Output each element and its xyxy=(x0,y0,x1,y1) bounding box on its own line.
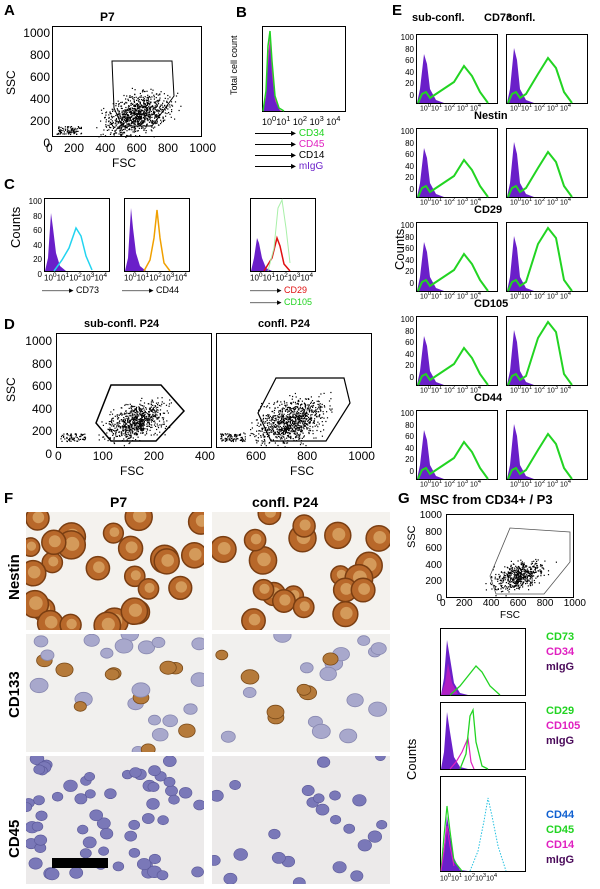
c1-xticks: 100101102103104 xyxy=(44,272,108,283)
panel-e-yticks: 100 80 60 40 20 0 xyxy=(400,409,414,476)
panel-e-marker-nestin: Nestin xyxy=(474,110,508,122)
histogram-g3 xyxy=(440,776,526,877)
histogram-e-cd105-subconfl xyxy=(416,316,498,391)
panel-g-xticks-hist: 100101 102103104 xyxy=(440,873,498,883)
panel-e-xticks: 100101 102 103 104 xyxy=(420,197,482,207)
panel-a-ylabel: SSC xyxy=(4,70,18,95)
micrograph-nestin-p7 xyxy=(26,512,204,630)
panel-a-yticks: 1000 800 600 400 200 0 xyxy=(23,26,50,150)
panel-d-title-right: confl. P24 xyxy=(258,318,310,330)
panel-e-xticks: 100101 102 103 104 xyxy=(420,479,482,489)
c3-legend: ———▸ CD29 ———▸ CD105 xyxy=(250,285,313,307)
panel-e-yticks: 100 80 60 40 20 0 xyxy=(400,315,414,382)
panel-g-legend1: CD73 CD34 mIgG xyxy=(546,631,575,673)
panel-g-legend2: CD29 CD105 mIgG xyxy=(546,705,581,747)
panel-label-e: E xyxy=(392,2,403,19)
panel-e-col1: sub-confl. xyxy=(412,12,465,24)
panel-e-xticks: 100101 102 103 104 xyxy=(510,197,572,207)
micrograph-cd133-p7 xyxy=(26,634,204,752)
panel-f-col2: confl. P24 xyxy=(252,494,319,510)
panel-c-yticks: 100 80 60 40 20 0 xyxy=(28,197,42,279)
panel-e-yticks: 100 80 60 40 20 0 xyxy=(400,221,414,288)
panel-e-marker-cd73: CD73 xyxy=(484,12,513,24)
panel-d-yticks: 1000 800 600 400 200 0 xyxy=(25,334,52,461)
histogram-e-cd44-subconfl xyxy=(416,410,498,485)
histogram-g2 xyxy=(440,702,526,775)
histogram-e-cd105-confl xyxy=(506,316,588,391)
c3-xticks: 100101102103104 xyxy=(250,272,314,283)
histogram-e-cd44-confl xyxy=(506,410,588,485)
panel-e-xticks: 100101 102 103 104 xyxy=(420,291,482,301)
panel-f-col1: P7 xyxy=(110,494,128,510)
scatter-plot-g xyxy=(446,514,574,623)
panel-e-xticks: 100101 102 103 104 xyxy=(510,103,572,113)
panel-e-marker-cd29: CD29 xyxy=(474,204,503,216)
c1-marker: ———▸ CD73 xyxy=(42,285,100,295)
histogram-e-nestin-confl xyxy=(506,128,588,203)
histogram-c-cd44 xyxy=(124,198,190,277)
panel-label-d: D xyxy=(4,316,15,333)
panel-e-xticks: 100101 102 103 104 xyxy=(510,291,572,301)
panel-g-title: MSC from CD34+ / P3 xyxy=(420,492,553,507)
panel-d-xticks: 0 100 200 400 600 800 1000 xyxy=(55,449,375,463)
panel-e-col2: confl. xyxy=(506,12,536,24)
panel-e-marker-cd105: CD105 xyxy=(474,298,509,310)
panel-label-g: G xyxy=(398,490,410,507)
micrograph-cd133-p24 xyxy=(212,634,390,752)
histogram-e-cd73-confl xyxy=(506,34,588,109)
scatter-plot-d-right xyxy=(216,333,372,453)
panel-e-xticks: 100101 102 103 104 xyxy=(510,385,572,395)
histogram-g1 xyxy=(440,628,526,701)
panel-label-c: C xyxy=(4,176,15,193)
micrograph-nestin-p24 xyxy=(212,512,390,630)
histogram-e-nestin-subconfl xyxy=(416,128,498,203)
histogram-e-cd73-subconfl xyxy=(416,34,498,109)
histogram-b xyxy=(262,26,346,117)
panel-e-yticks: 100 80 60 40 20 0 xyxy=(400,33,414,100)
panel-d-title-left: sub-confl. P24 xyxy=(84,318,160,330)
panel-b-xticks: 100101 102 103 104 xyxy=(262,114,341,127)
panel-d-ylabel: SSC xyxy=(4,377,18,402)
histogram-c-cd29-cd105 xyxy=(250,198,316,277)
histogram-c-cd73 xyxy=(44,198,110,277)
panel-label-f: F xyxy=(4,490,14,507)
scale-bar xyxy=(52,858,108,868)
panel-a-title: P7 xyxy=(100,10,115,24)
panel-g-legend3: CD44 CD45 CD14 mIgG xyxy=(546,809,575,866)
scatter-plot-d-left xyxy=(56,333,212,453)
panel-b-legend: ▸ CD34 ▸ CD45 ▸ CD14 ▸ mIgG xyxy=(255,128,324,172)
c2-marker: ———▸ CD44 xyxy=(122,285,180,295)
panel-e-xticks: 100101 102 103 104 xyxy=(420,385,482,395)
histogram-e-cd29-subconfl xyxy=(416,222,498,297)
panel-b-ylabel: Total cell count xyxy=(229,35,239,95)
panel-a-xlabel: FSC xyxy=(112,156,136,170)
panel-g-xticks: 0 200 400 600 800 1000 xyxy=(440,598,586,609)
panel-f-row-cd133: CD133 xyxy=(6,671,23,718)
panel-d-xlabel-left: FSC xyxy=(120,464,144,478)
panel-c-ylabel: Counts xyxy=(8,206,23,248)
panel-e-yticks: 100 80 60 40 20 0 xyxy=(400,127,414,194)
panel-g-hist-ylabel: Counts xyxy=(404,738,419,780)
panel-label-a: A xyxy=(4,2,15,19)
panel-g-yticks: 1000 800 600 400 200 0 xyxy=(419,510,442,604)
panel-f-row-nestin: Nestin xyxy=(6,554,23,600)
panel-e-marker-cd44: CD44 xyxy=(474,392,503,404)
panel-a-xticks: 0 200 400 600 800 1000 xyxy=(46,141,216,155)
panel-label-b: B xyxy=(236,4,247,21)
scatter-plot-a xyxy=(52,26,202,144)
panel-d-xlabel-right: FSC xyxy=(290,464,314,478)
panel-f-row-cd45: CD45 xyxy=(6,819,23,858)
micrograph-cd45-p7 xyxy=(26,756,204,884)
c2-xticks: 100101102103104 xyxy=(124,272,188,283)
micrograph-cd45-p24 xyxy=(212,756,390,884)
panel-g-xlabel: FSC xyxy=(500,610,520,621)
panel-e-xticks: 100101 102 103 104 xyxy=(510,479,572,489)
panel-e-xticks: 100101 102 103 104 xyxy=(420,103,482,113)
histogram-e-cd29-confl xyxy=(506,222,588,297)
